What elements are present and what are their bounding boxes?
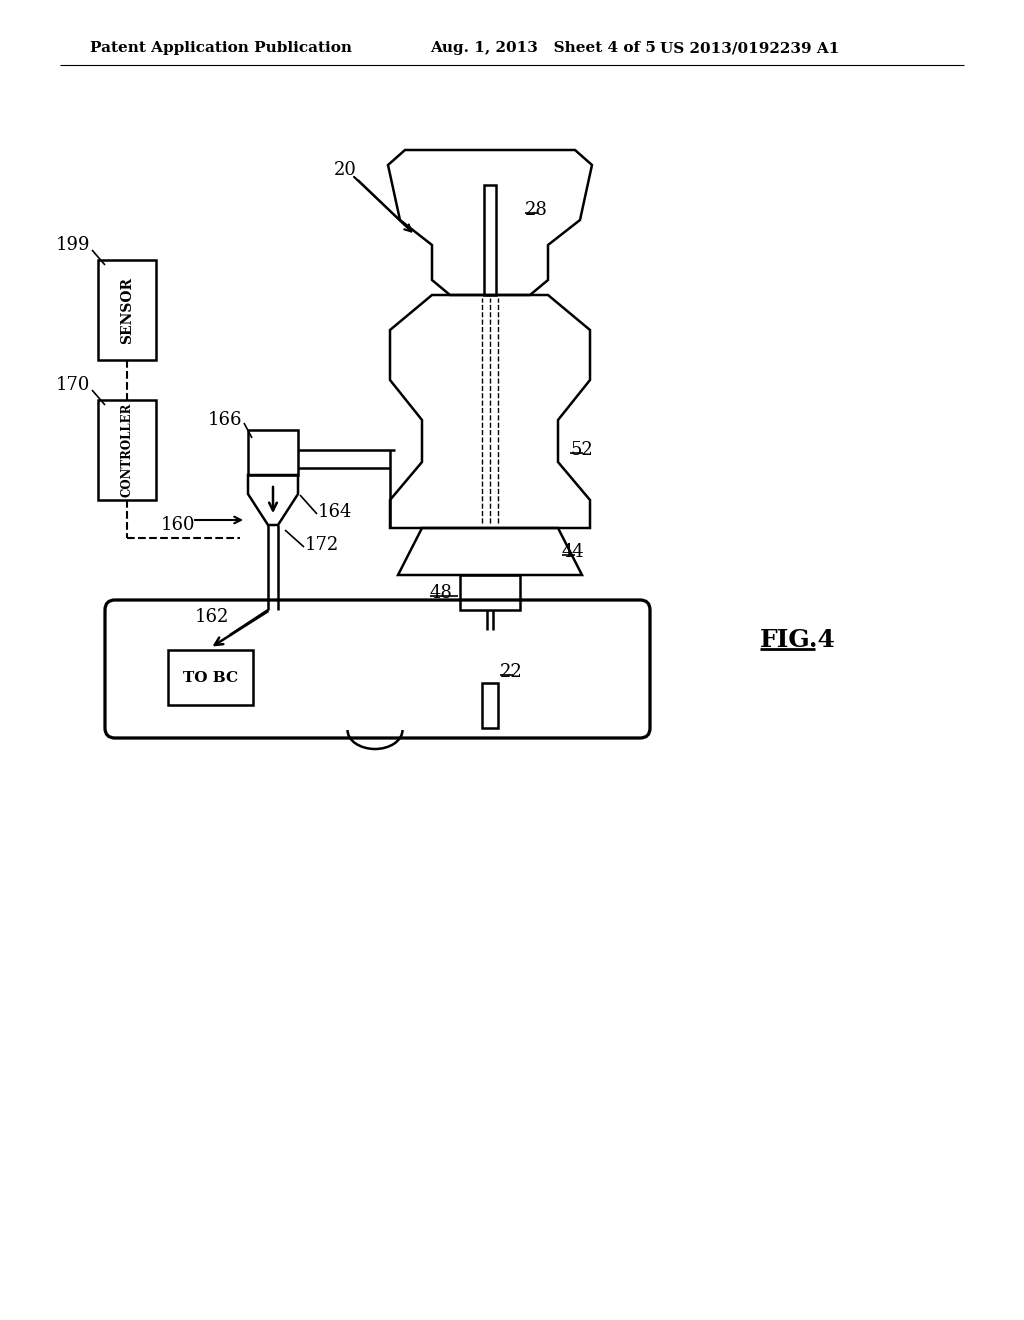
Text: 20: 20 xyxy=(334,161,356,180)
Text: 22: 22 xyxy=(500,663,522,681)
Bar xyxy=(484,185,496,294)
Bar xyxy=(168,649,253,705)
Text: Aug. 1, 2013   Sheet 4 of 5: Aug. 1, 2013 Sheet 4 of 5 xyxy=(430,41,656,55)
Text: 199: 199 xyxy=(55,236,90,253)
Bar xyxy=(98,400,156,500)
Text: 28: 28 xyxy=(525,201,548,219)
Bar xyxy=(98,260,156,360)
Text: 166: 166 xyxy=(208,411,242,429)
Bar xyxy=(482,682,498,729)
Text: 164: 164 xyxy=(318,503,352,521)
Bar xyxy=(460,576,520,610)
Text: CONTROLLER: CONTROLLER xyxy=(121,403,133,498)
Text: 172: 172 xyxy=(305,536,339,554)
Text: TO BC: TO BC xyxy=(183,671,238,685)
Text: US 2013/0192239 A1: US 2013/0192239 A1 xyxy=(660,41,840,55)
Text: FIG.4: FIG.4 xyxy=(760,628,836,652)
Text: 170: 170 xyxy=(55,376,90,393)
Text: 44: 44 xyxy=(562,543,585,561)
Text: SENSOR: SENSOR xyxy=(120,276,134,343)
Text: 48: 48 xyxy=(430,583,453,602)
Bar xyxy=(248,430,298,475)
Text: 160: 160 xyxy=(161,516,196,535)
Text: 52: 52 xyxy=(570,441,593,459)
Text: Patent Application Publication: Patent Application Publication xyxy=(90,41,352,55)
Text: 162: 162 xyxy=(195,609,229,626)
